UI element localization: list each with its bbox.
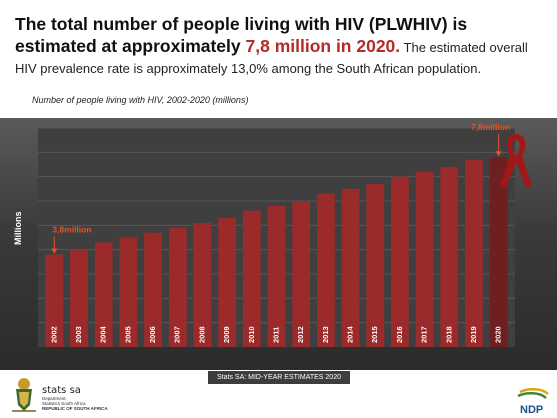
x-tick-label-2009: 2009 [222, 326, 231, 343]
chart-title: Number of people living with HIV, 2002-2… [32, 95, 249, 105]
x-tick-label-2014: 2014 [346, 325, 355, 343]
x-tick-label-2006: 2006 [148, 326, 157, 343]
annotation-2002: 3,8million [52, 225, 91, 235]
ndp-logo-text: NDP [520, 404, 543, 416]
x-tick-label-2005: 2005 [123, 326, 132, 343]
source-label: Stats SA: MID-YEAR ESTIMATES 2020 [208, 371, 350, 384]
headline: The total number of people living with H… [15, 14, 545, 79]
red-ribbon-icon [500, 134, 532, 188]
x-tick-label-2015: 2015 [370, 326, 379, 343]
coat-of-arms-icon [12, 378, 36, 412]
bar-2004 [94, 242, 113, 347]
x-tick-label-2011: 2011 [271, 327, 280, 343]
bar-2019 [465, 159, 483, 347]
bar-2017 [415, 171, 434, 347]
x-tick-label-2002: 2002 [49, 326, 58, 343]
bar-2014 [341, 188, 360, 347]
bar-2012 [292, 201, 311, 347]
headline-main: The total number of people living with H… [15, 14, 468, 56]
x-tick-label-2008: 2008 [197, 326, 206, 343]
bar-2015 [366, 183, 385, 347]
x-tick-label-2003: 2003 [74, 326, 83, 343]
bar-2008 [193, 222, 212, 347]
bar-2018 [440, 166, 459, 347]
org-dept-2: Statistics South Africa [42, 401, 86, 406]
org-name: stats sa [42, 385, 81, 396]
annotation-arrowhead-2020 [495, 151, 502, 157]
bar-2006 [144, 232, 162, 347]
x-tick-label-2017: 2017 [420, 326, 429, 343]
x-tick-label-2020: 2020 [494, 326, 503, 343]
bar-2005 [119, 237, 138, 347]
annotation-2020: 7,8million [471, 122, 510, 132]
bar-2010 [242, 210, 261, 347]
x-tick-label-2019: 2019 [469, 326, 478, 343]
x-tick-label-2018: 2018 [444, 326, 453, 343]
stats-sa-logo: stats sa Department: Statistics South Af… [42, 385, 108, 411]
bar-2007 [168, 227, 187, 347]
bar-2016 [391, 176, 409, 347]
headline-highlight: 7,8 million in 2020. [245, 36, 401, 56]
bar-chart: 2002 2003 2004 2005 2006 2007 2008 2009 2010 2011… [38, 122, 515, 347]
x-tick-label-2013: 2013 [321, 326, 330, 343]
ndp-logo: NDP [517, 388, 549, 416]
x-tick-label-2007: 2007 [173, 326, 182, 343]
bar-2009 [218, 218, 237, 347]
bar-2003 [70, 249, 88, 347]
x-tick-label-2004: 2004 [99, 325, 108, 343]
x-tick-label-2010: 2010 [247, 326, 256, 343]
bar-2013 [316, 193, 335, 347]
bar-2002 [45, 254, 64, 347]
bar-2020 [489, 157, 508, 347]
org-dept-1: Department: [42, 396, 67, 401]
headline-detail: The estimated overall HIV prevalence rat… [15, 40, 528, 76]
org-country: REPUBLIC OF SOUTH AFRICA [42, 406, 108, 411]
annotation-arrowhead-2002 [51, 248, 58, 254]
bar-2011 [267, 205, 286, 347]
x-tick-label-2016: 2016 [395, 326, 404, 343]
x-tick-label-2012: 2012 [296, 326, 305, 343]
